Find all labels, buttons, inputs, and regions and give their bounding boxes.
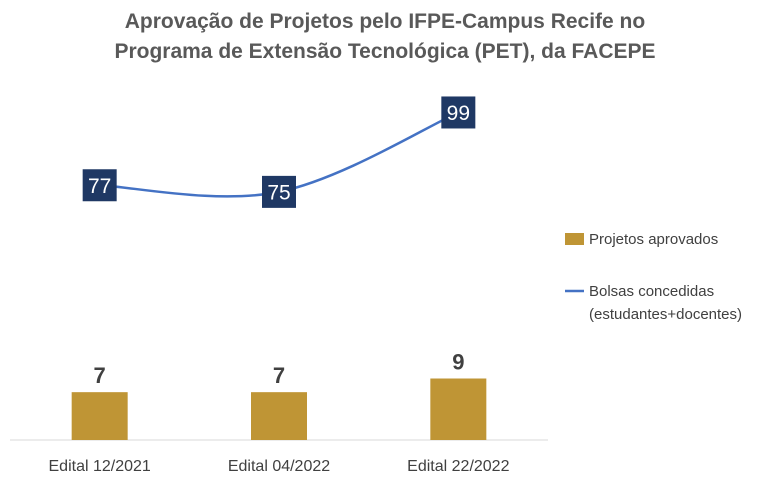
line-label-1: 77 <box>82 169 117 202</box>
bar-label-1: 7 <box>94 363 106 388</box>
x-tick-label-3: Edital 22/2022 <box>407 458 509 475</box>
chart-title: Aprovação de Projetos pelo IFPE-Campus R… <box>114 10 655 63</box>
x-tick-label-1: Edital 12/2021 <box>49 458 151 475</box>
line-label-box-3 <box>441 96 476 129</box>
bar-2 <box>251 392 307 440</box>
line-label-3: 99 <box>441 96 476 129</box>
bar-label-2: 7 <box>273 363 285 388</box>
line-label-text-2: 75 <box>267 181 290 204</box>
line-label-text-3: 99 <box>447 102 470 125</box>
bar-1 <box>71 392 128 440</box>
bar-series <box>71 378 487 440</box>
legend-label-bolsas-line-2: (estudantes+docentes) <box>589 306 742 323</box>
line-label-2: 75 <box>262 175 296 208</box>
line-label-box-1 <box>82 169 117 202</box>
legend-swatch-bar <box>565 233 584 245</box>
legend-label-bolsas-line-1: Bolsas concedidas <box>589 283 714 300</box>
x-tick-label-2: Edital 04/2022 <box>228 458 330 475</box>
bar-label-3: 9 <box>452 350 464 375</box>
line-labels: 77 75 99 <box>82 96 476 208</box>
x-axis-tick-labels: Edital 12/2021 Edital 04/2022 Edital 22/20… <box>49 458 510 475</box>
legend-label-projetos: Projetos aprovados <box>589 231 718 248</box>
line-label-text-1: 77 <box>88 175 111 198</box>
chart-title-line-2: Programa de Extensão Tecnológica (PET), … <box>114 40 655 63</box>
line-label-box-2 <box>262 175 296 208</box>
legend: Projetos aprovados Bolsas concedidas (es… <box>565 231 742 323</box>
bar-labels: 7 7 9 <box>94 350 465 389</box>
chart-title-line-1: Aprovação de Projetos pelo IFPE-Campus R… <box>125 10 645 33</box>
bar-3 <box>430 378 487 440</box>
